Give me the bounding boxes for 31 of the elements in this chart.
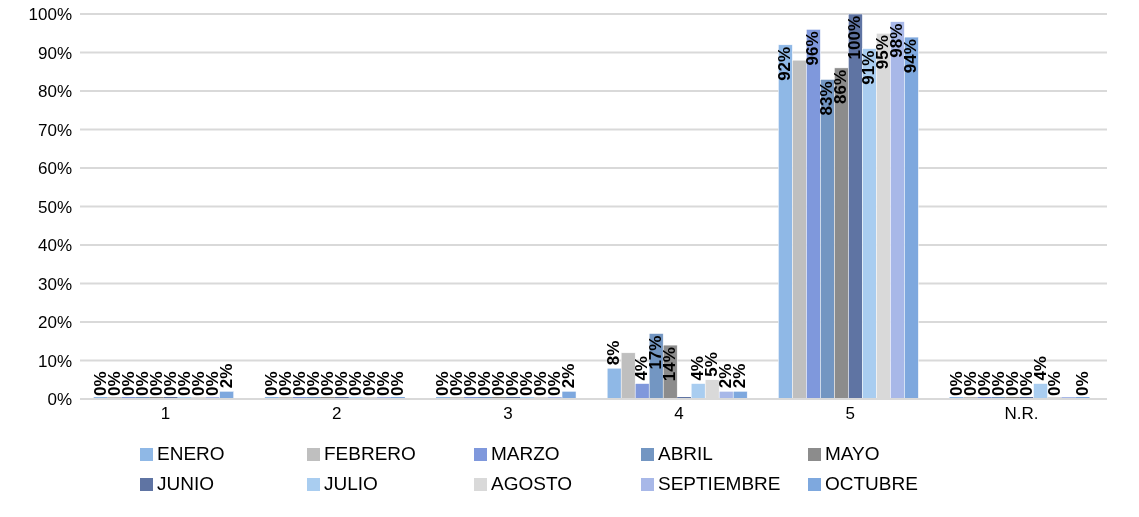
legend-label: AGOSTO	[491, 472, 573, 496]
x-tick-label: 1	[160, 404, 171, 424]
y-tick-label: 20%	[37, 313, 72, 333]
legend-label: ABRIL	[658, 442, 714, 466]
data-label: 0%	[1072, 371, 1092, 396]
y-tick-label: 90%	[37, 43, 72, 63]
y-tick-label: 10%	[37, 351, 72, 371]
data-label: 8%	[604, 340, 624, 366]
legend-label: FEBRERO	[324, 442, 417, 466]
legend-label: OCTUBRE	[825, 472, 919, 496]
legend-label: MAYO	[825, 442, 881, 466]
y-tick-label: 70%	[37, 120, 72, 140]
x-tick-label: 4	[674, 404, 684, 424]
x-tick-label: 5	[845, 404, 855, 424]
y-tick-label: 80%	[37, 82, 72, 102]
y-tick-label: 40%	[37, 236, 72, 256]
data-label: 96%	[803, 31, 823, 66]
x-tick-label: 3	[503, 404, 513, 424]
y-tick-label: 100%	[28, 5, 72, 25]
y-tick-label: 60%	[37, 159, 72, 179]
x-tick-label: 2	[332, 404, 342, 424]
legend-label: ENERO	[157, 442, 226, 466]
x-tick-label: N.R.	[1004, 404, 1039, 424]
y-tick-label: 50%	[37, 197, 72, 217]
y-tick-label: 0%	[47, 390, 72, 410]
y-tick-label: 30%	[37, 274, 72, 294]
legend-label: JULIO	[324, 472, 379, 496]
legend-label: MARZO	[491, 442, 561, 466]
legend-label: SEPTIEMBRE	[658, 472, 782, 496]
data-label: 92%	[775, 46, 795, 81]
legend-label: JUNIO	[157, 472, 215, 496]
